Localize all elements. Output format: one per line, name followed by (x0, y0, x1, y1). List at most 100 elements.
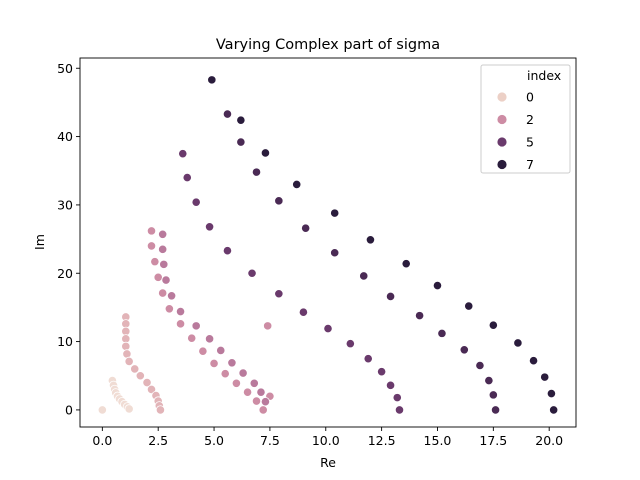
plot-area (97, 75, 559, 415)
legend-entry: 7 (496, 157, 534, 172)
data-point (209, 358, 219, 369)
data-point (401, 259, 411, 269)
data-point (155, 405, 166, 415)
data-point (256, 387, 266, 397)
data-point (459, 345, 469, 355)
legend-marker (496, 136, 508, 148)
data-point (121, 341, 131, 351)
data-point (142, 377, 152, 388)
series-4 (178, 149, 405, 415)
data-point (236, 115, 246, 125)
legend-entry: 2 (496, 112, 534, 127)
data-point (124, 404, 134, 414)
data-point (432, 280, 443, 291)
data-point (513, 338, 523, 348)
series-6 (207, 75, 559, 415)
y-tick-label: 20 (57, 266, 73, 281)
data-point (175, 306, 186, 317)
data-point (222, 246, 233, 256)
data-point (365, 235, 376, 245)
data-point (97, 405, 107, 415)
data-point (204, 334, 215, 344)
data-point (392, 393, 402, 403)
data-point (247, 268, 257, 278)
x-tick-label: 15.0 (424, 433, 452, 448)
data-point (158, 244, 168, 254)
data-point (475, 360, 485, 371)
data-point (292, 179, 302, 190)
data-point (258, 405, 268, 415)
data-point (323, 323, 333, 334)
x-tick-label: 7.5 (260, 433, 280, 448)
data-point (385, 380, 396, 390)
series-5 (222, 109, 501, 415)
data-point (437, 328, 447, 338)
x-tick-label: 17.5 (479, 433, 507, 448)
legend-entry: 0 (496, 90, 534, 105)
data-point (488, 320, 498, 330)
data-point (274, 196, 284, 206)
data-point (161, 275, 171, 285)
data-point (251, 167, 262, 177)
legend-marker (496, 114, 508, 125)
legend-label: 2 (526, 112, 534, 127)
data-point (164, 304, 174, 314)
data-point (191, 197, 201, 207)
data-point (216, 345, 226, 356)
data-point (182, 172, 192, 183)
data-point (124, 356, 134, 366)
data-point (159, 259, 169, 269)
data-point (236, 137, 246, 147)
data-point (260, 148, 271, 158)
series-3 (158, 229, 271, 407)
data-point (484, 375, 494, 386)
data-point (150, 257, 160, 267)
chart-title: Varying Complex part of sigma (216, 37, 440, 53)
data-point (394, 405, 405, 415)
data-point (263, 321, 273, 331)
legend-title: index (527, 68, 561, 83)
data-point (249, 378, 259, 388)
y-tick-label: 10 (57, 334, 73, 349)
data-point (251, 396, 262, 406)
data-point (274, 289, 284, 299)
data-point (488, 390, 498, 400)
data-point (187, 333, 197, 343)
data-point (549, 405, 559, 415)
x-tick-label: 10.0 (312, 433, 340, 448)
legend: index 0 2 5 7 (480, 64, 571, 174)
data-point (146, 226, 157, 236)
data-point (175, 319, 186, 329)
data-point (242, 387, 253, 397)
y-axis-label: Im (32, 234, 47, 250)
legend-marker (496, 159, 508, 170)
data-point (260, 397, 271, 407)
data-point (222, 109, 233, 119)
x-axis-label: Re (320, 455, 336, 470)
x-tick-label: 5.0 (204, 433, 224, 448)
data-point (363, 354, 373, 364)
legend-label: 7 (526, 157, 534, 172)
legend-label: 5 (526, 135, 534, 150)
data-point (158, 288, 168, 298)
data-point (415, 311, 425, 321)
data-point (207, 75, 217, 85)
data-point (135, 371, 145, 381)
data-point (345, 339, 355, 349)
y-tick-label: 0 (65, 402, 73, 417)
data-point (490, 405, 501, 415)
data-point (546, 388, 557, 399)
data-point (227, 358, 237, 368)
data-point (167, 291, 177, 301)
legend-label: 0 (526, 90, 534, 105)
x-tick-label: 20.0 (535, 433, 563, 448)
series-1 (121, 312, 166, 415)
x-tick-label: 0.0 (92, 433, 112, 448)
data-point (146, 241, 157, 251)
series-0 (97, 375, 134, 415)
x-tick-label: 12.5 (368, 433, 396, 448)
data-point (231, 378, 241, 388)
data-point (359, 271, 369, 281)
data-point (298, 307, 309, 317)
